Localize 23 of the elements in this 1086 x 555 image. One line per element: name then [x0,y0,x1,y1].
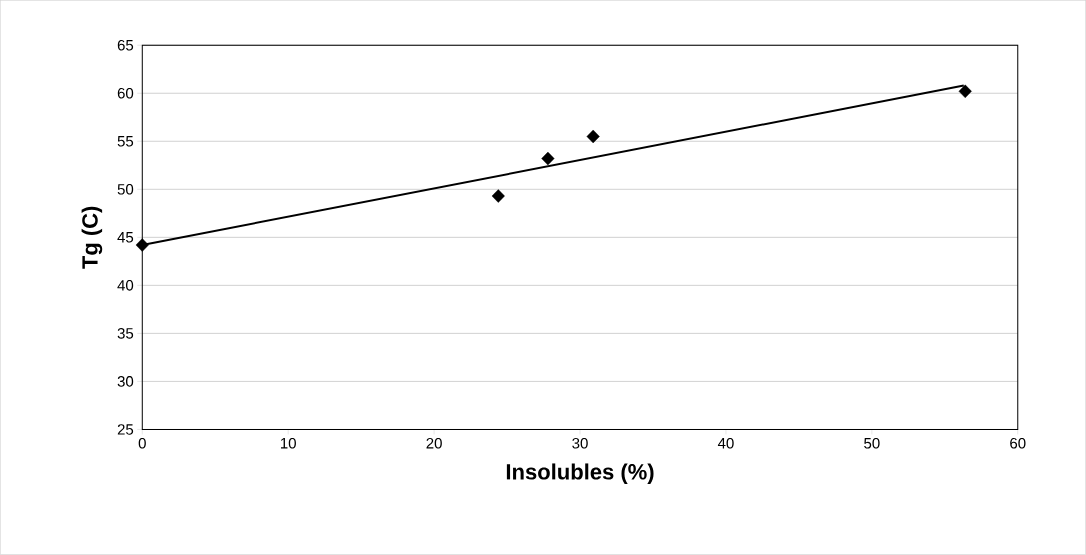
x-axis-title: Insolubles (%) [506,463,654,485]
x-tick-label: 20 [426,438,442,449]
x-tick-label: 60 [1010,438,1026,449]
x-tick-label: 30 [572,438,588,449]
y-tick-label: 50 [117,184,134,195]
point [586,129,600,144]
point [541,152,555,166]
point [135,238,149,252]
y-tick-label: 65 [117,40,134,51]
y-tick-label: 35 [117,328,134,339]
x-tick-label: 10 [280,438,296,449]
x-tick-label: 50 [864,438,880,449]
y-tick-label: 60 [117,88,134,99]
y-tick-label: 45 [117,232,134,243]
y-axis-title: Tg (C) [81,206,103,269]
y-tick-label: 55 [117,136,134,147]
point [491,189,505,203]
point [958,84,972,99]
y-tick-label: 40 [117,280,134,291]
y-tick-label: 30 [117,376,134,387]
x-tick-label: 0 [138,438,146,449]
y-tick-label: 25 [117,424,134,435]
x-tick-label: 40 [717,438,734,449]
